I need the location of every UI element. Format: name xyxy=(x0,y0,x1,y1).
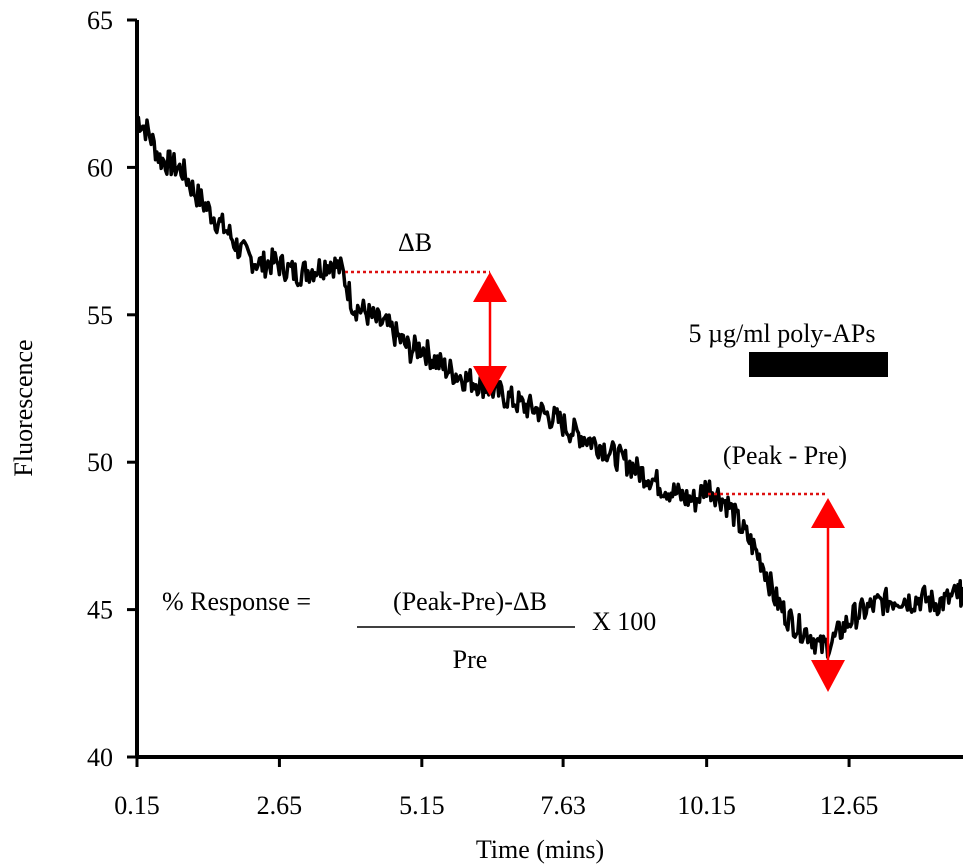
x-axis-title: Time (mins) xyxy=(476,835,604,864)
peak-pre-label: (Peak - Pre) xyxy=(723,441,847,470)
x-tick-label: 0.15 xyxy=(114,791,160,820)
peak-pre-arrowhead-up xyxy=(811,498,845,528)
x-tick-label: 5.15 xyxy=(399,791,445,820)
y-tick-label: 45 xyxy=(87,596,113,625)
x-ticks: 0.15 2.65 5.15 7.63 10.15 12.65 xyxy=(114,757,878,820)
x-tick-label: 10.15 xyxy=(677,791,736,820)
formula-numerator: (Peak-Pre)-ΔB xyxy=(393,587,547,616)
y-tick-label: 65 xyxy=(87,6,113,35)
formula-lhs: % Response = xyxy=(162,587,311,616)
y-tick-label: 55 xyxy=(87,301,113,330)
series-line xyxy=(136,115,963,659)
stimulus-bar xyxy=(749,352,888,377)
y-tick-label: 40 xyxy=(87,743,113,772)
stimulus-label: 5 µg/ml poly-APs xyxy=(689,319,876,348)
y-axis-title: Fluorescence xyxy=(9,339,38,476)
formula-denominator: Pre xyxy=(453,645,488,674)
delta-b-double-arrow xyxy=(473,272,507,396)
peak-pre-arrowhead-down xyxy=(811,660,845,692)
delta-b-arrowhead-down xyxy=(473,366,507,396)
x-tick-label: 2.65 xyxy=(257,791,303,820)
peak-pre-double-arrow xyxy=(811,498,845,692)
y-tick-label: 50 xyxy=(87,448,113,477)
delta-b-label: ΔB xyxy=(398,228,432,257)
x-tick-label: 12.65 xyxy=(820,791,879,820)
y-ticks: 40 45 50 55 60 65 xyxy=(87,6,137,772)
x-tick-label: 7.63 xyxy=(540,791,586,820)
delta-b-arrowhead-up xyxy=(473,272,507,302)
y-tick-label: 60 xyxy=(87,153,113,182)
formula-multiplier: X 100 xyxy=(592,607,656,636)
